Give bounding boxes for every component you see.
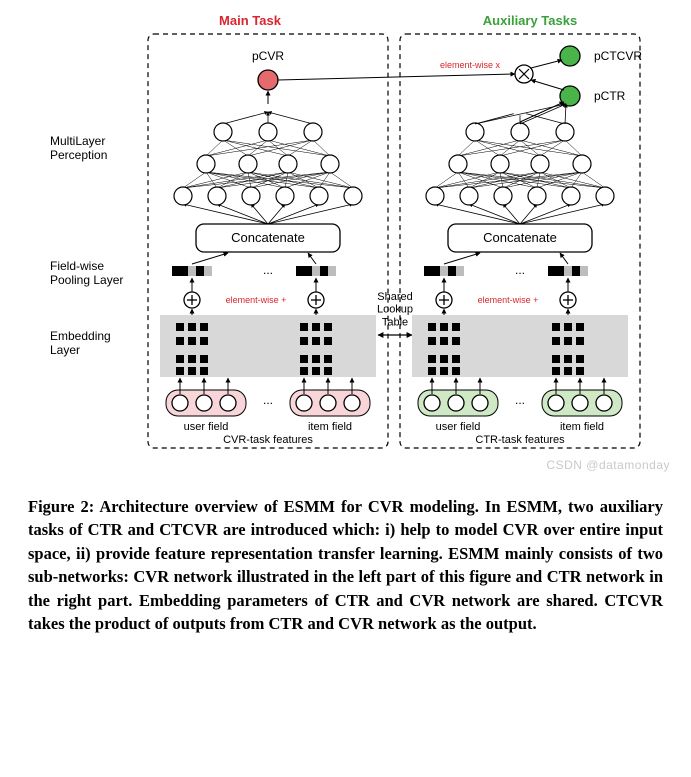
svg-text:pCVR: pCVR — [252, 49, 284, 63]
svg-text:EmbeddingLayer: EmbeddingLayer — [50, 329, 111, 357]
svg-text:item field: item field — [308, 421, 352, 433]
svg-text:CTR-task features: CTR-task features — [475, 434, 565, 446]
svg-text:pCTCVR: pCTCVR — [594, 49, 642, 63]
svg-text:...: ... — [263, 393, 273, 407]
svg-text:element-wise +: element-wise + — [226, 295, 287, 305]
svg-text:CVR-task features: CVR-task features — [223, 434, 313, 446]
svg-text:element-wise x: element-wise x — [440, 60, 501, 70]
svg-text:MultiLayerPerception: MultiLayerPerception — [50, 134, 107, 162]
svg-text:Concatenate: Concatenate — [483, 230, 557, 245]
svg-text:user field: user field — [184, 421, 229, 433]
svg-text:Main Task: Main Task — [219, 13, 282, 28]
svg-text:pCTR: pCTR — [594, 89, 626, 103]
diagram-container: Main Task Auxiliary Tasks MultiLayerPercep… — [10, 10, 680, 475]
figure-caption: Figure 2: Architecture overview of ESMM … — [10, 495, 681, 636]
architecture-svg: Main Task Auxiliary Tasks MultiLayerPercep… — [10, 10, 680, 470]
svg-text:...: ... — [515, 393, 525, 407]
svg-text:element-wise +: element-wise + — [478, 295, 539, 305]
svg-text:...: ... — [263, 263, 273, 277]
svg-text:...: ... — [515, 263, 525, 277]
svg-text:Auxiliary Tasks: Auxiliary Tasks — [483, 13, 577, 28]
svg-text:Field-wisePooling Layer: Field-wisePooling Layer — [50, 259, 123, 287]
watermark: CSDN @datamonday — [546, 458, 670, 472]
svg-text:SharedLookupTable: SharedLookupTable — [377, 291, 413, 328]
svg-text:user field: user field — [436, 421, 481, 433]
svg-text:Concatenate: Concatenate — [231, 230, 305, 245]
svg-text:item field: item field — [560, 421, 604, 433]
